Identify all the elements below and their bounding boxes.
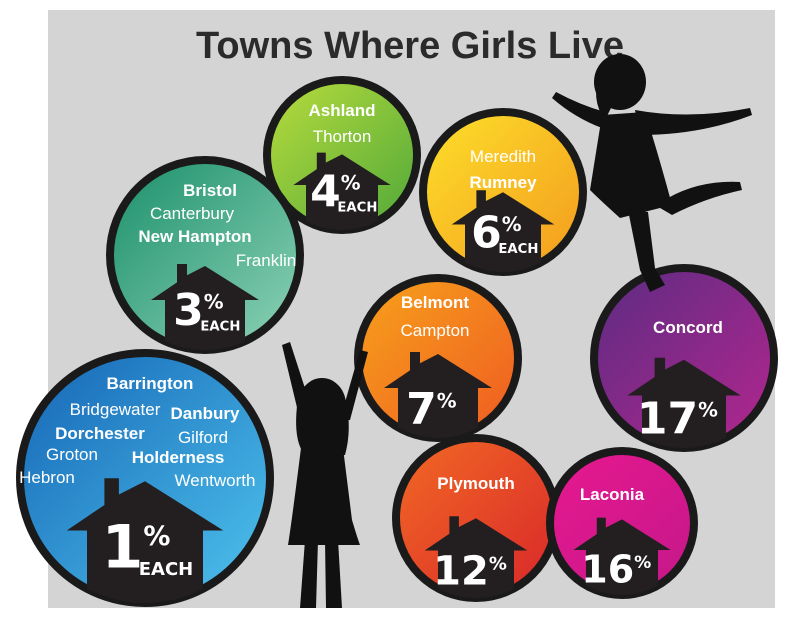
town-group: Plymouth 12% (392, 434, 560, 602)
girl-silhouette-reaching (282, 342, 368, 608)
each-label: EACH (337, 201, 377, 216)
percent-value: 4 (310, 166, 341, 217)
house-group (384, 352, 492, 438)
percent-label: 16% (581, 547, 651, 591)
house-group (424, 516, 528, 598)
town-group: Laconia 16% (546, 447, 698, 599)
percent-unit: % (502, 213, 522, 236)
percent-unit: % (698, 399, 718, 422)
house (384, 352, 492, 438)
town-name: Belmont (401, 293, 469, 312)
town-name: Meredith (470, 147, 536, 166)
percent-label: 17% (637, 393, 718, 444)
house-group (293, 152, 391, 230)
each-label: EACH (200, 319, 240, 334)
town-name: Dorchester (55, 424, 145, 443)
house-group (627, 357, 741, 448)
town-name: New Hampton (138, 227, 251, 246)
house (573, 517, 671, 595)
percent-value: 7 (406, 384, 437, 435)
each-label: EACH (139, 559, 194, 580)
town-name: Groton (46, 445, 98, 464)
house-group (451, 190, 555, 272)
house (151, 264, 259, 350)
percent-value: 6 (471, 208, 502, 259)
house-group (151, 264, 259, 350)
house-group (573, 517, 671, 595)
percent-unit: % (341, 172, 361, 195)
house-group (66, 478, 224, 603)
town-name: Franklin (236, 251, 296, 270)
percent-label: 3% (173, 285, 224, 336)
town-name: Danbury (171, 404, 241, 423)
each-label: EACH (498, 242, 538, 257)
percent-label: 4% (310, 166, 361, 217)
town-name: Rumney (469, 173, 537, 192)
town-name: Bristol (183, 181, 237, 200)
title: Towns Where Girls Live (196, 25, 624, 67)
house (66, 478, 224, 603)
circles: AshlandThorton4%EACHBristolCanterburyNew… (16, 76, 778, 607)
percent-value: 1 (102, 513, 144, 583)
percent-unit: % (204, 290, 224, 313)
percent-label: 12% (433, 549, 507, 595)
town-name: Bridgewater (70, 400, 161, 419)
town-name: Campton (401, 321, 470, 340)
house (627, 357, 741, 448)
percent-value: 12 (433, 549, 489, 595)
town-name: Ashland (308, 101, 375, 120)
town-name: Plymouth (437, 474, 514, 493)
percent-value: 16 (581, 547, 634, 591)
town-name: Gilford (178, 428, 228, 447)
town-name: Laconia (580, 485, 645, 504)
percent-value: 17 (637, 393, 698, 444)
town-group: Concord 17% (590, 264, 778, 452)
percent-label: 7% (406, 384, 457, 435)
percent-unit: % (634, 553, 651, 573)
percent-label: 1% (102, 513, 171, 583)
percent-value: 3 (173, 285, 204, 336)
town-name: Concord (653, 318, 723, 337)
town-group: Belmont Campton 7% (354, 274, 522, 442)
town-name: Hebron (19, 468, 75, 487)
house (451, 190, 555, 272)
town-name: Canterbury (150, 204, 235, 223)
town-name: Wentworth (175, 471, 256, 490)
percent-label: 6% (471, 208, 522, 259)
town-name: Thorton (313, 127, 372, 146)
percent-unit: % (489, 554, 507, 575)
percent-unit: % (437, 389, 457, 412)
percent-unit: % (143, 521, 170, 552)
town-group: Barrington Bridgewater Danbury Dorchester Gi… (16, 349, 274, 607)
town-name: Barrington (107, 374, 194, 393)
house (293, 152, 391, 230)
town-name: Holderness (132, 448, 225, 467)
girl-silhouette-jumping (552, 54, 752, 292)
house (424, 516, 528, 598)
